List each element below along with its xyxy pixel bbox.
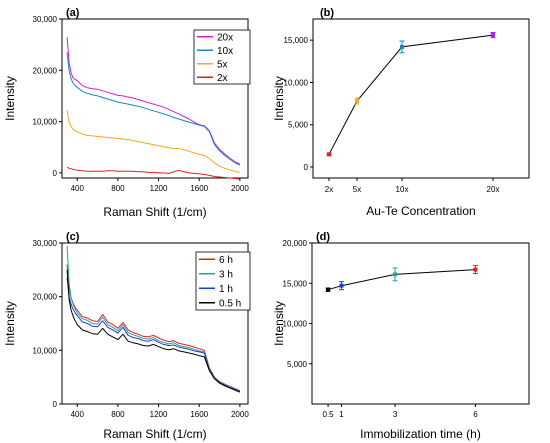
trend-line	[328, 34, 494, 155]
x-tick-label: 2000	[231, 184, 249, 193]
x-tick-label: 5x	[353, 185, 361, 194]
x-tick-label: 2x	[325, 185, 333, 194]
x-tick-label: 6	[473, 410, 478, 419]
trend-line	[327, 269, 476, 291]
data-point	[400, 44, 404, 49]
y-tick-label: 30,000	[33, 15, 58, 24]
legend-entry: 3 h	[219, 269, 233, 280]
x-tick-label: 3	[393, 410, 398, 419]
x-tick-label: 2000	[231, 410, 249, 419]
data-point	[327, 152, 331, 157]
x-tick-label: 0.5	[323, 410, 335, 419]
y-tick-label: 15,000	[284, 36, 309, 45]
data-point	[473, 267, 478, 272]
y-tick-label: 10,000	[283, 320, 308, 329]
y-axis-label: Intensity	[3, 76, 17, 121]
data-point	[393, 272, 398, 277]
legend-entry: 6 h	[219, 255, 233, 266]
legend-entry: 10x	[217, 46, 233, 57]
plot-frame	[311, 242, 530, 405]
panel-label: (d)	[316, 231, 330, 243]
data-point	[491, 33, 495, 38]
series-line-2x	[66, 166, 240, 180]
y-tick-label: 20,000	[33, 66, 58, 75]
x-tick-label: 1	[339, 410, 344, 419]
panel-a: (a) 0 10,000 20,000 30,000 400 800 1200 1600 2000…	[3, 7, 251, 219]
x-tick-label: 10x	[396, 185, 409, 194]
legend-box	[195, 251, 251, 311]
x-tick-label: 400	[71, 184, 85, 193]
panel-label: (a)	[66, 7, 80, 19]
x-tick-label: 1600	[190, 184, 208, 193]
series-line-20x	[66, 36, 241, 165]
x-tick-label: 800	[111, 184, 125, 193]
y-tick-label: 5,000	[287, 360, 308, 369]
y-axis-label: Intensity	[3, 301, 17, 346]
y-tick-label: 30,000	[33, 239, 58, 248]
legend-entry: 5x	[217, 59, 228, 70]
plot-frame	[61, 242, 249, 405]
y-tick-label: 0	[53, 169, 58, 178]
x-axis-label: Immobilization time (h)	[360, 427, 481, 441]
data-point	[326, 287, 331, 292]
y-tick-label: 5,000	[288, 121, 309, 130]
y-tick-label: 0	[304, 163, 309, 172]
x-axis-label: Raman Shift (1/cm)	[103, 205, 206, 219]
plot-frame	[312, 18, 530, 179]
legend-entry: 20x	[217, 32, 233, 43]
data-point	[339, 283, 344, 288]
legend-entry: 2x	[217, 73, 228, 84]
y-tick-label: 10,000	[284, 78, 309, 87]
x-tick-label: 20x	[487, 185, 500, 194]
series-line-0.5h	[66, 269, 241, 393]
legend-entry: 1 h	[219, 284, 233, 295]
panel-c: (c) 0 10,000 20,000 30,000 400 800 1200 1600 2000…	[3, 231, 251, 441]
y-axis-label: Intensity	[272, 301, 286, 346]
panel-d: (d) 5,000 10,000 15,000 20,000 0.5 1 3 6 Immobili…	[272, 231, 530, 441]
x-tick-label: 400	[71, 410, 85, 419]
panel-label: (b)	[320, 7, 334, 19]
panel-b: (b) 0 5,000 10,000 15,000 2x 5x 10x 20x Au-Te Con…	[272, 7, 530, 218]
panel-label: (c)	[66, 231, 80, 243]
x-tick-label: 800	[111, 410, 125, 419]
y-tick-label: 10,000	[33, 118, 58, 127]
y-tick-label: 15,000	[283, 279, 308, 288]
data-point	[355, 99, 359, 104]
x-tick-label: 1200	[150, 410, 168, 419]
x-axis-label: Au-Te Concentration	[366, 204, 475, 218]
series-line-5x	[66, 110, 241, 173]
y-tick-label: 0	[53, 400, 58, 409]
legend: 6 h 3 h 1 h 0.5 h	[195, 251, 251, 311]
legend-entry: 0.5 h	[219, 298, 241, 309]
x-axis-label: Raman Shift (1/cm)	[103, 427, 206, 441]
series-line-1h	[66, 277, 241, 393]
x-tick-label: 1200	[150, 184, 168, 193]
series-line-10x	[66, 52, 241, 166]
y-tick-label: 20,000	[283, 239, 308, 248]
y-tick-label: 20,000	[33, 293, 58, 302]
legend: 20x 10x 5x 2x	[193, 29, 251, 85]
legend-box	[193, 29, 251, 85]
x-tick-label: 1600	[190, 410, 208, 419]
y-axis-label: Intensity	[272, 76, 286, 121]
y-tick-label: 10,000	[33, 346, 58, 355]
plot-frame	[61, 18, 249, 179]
